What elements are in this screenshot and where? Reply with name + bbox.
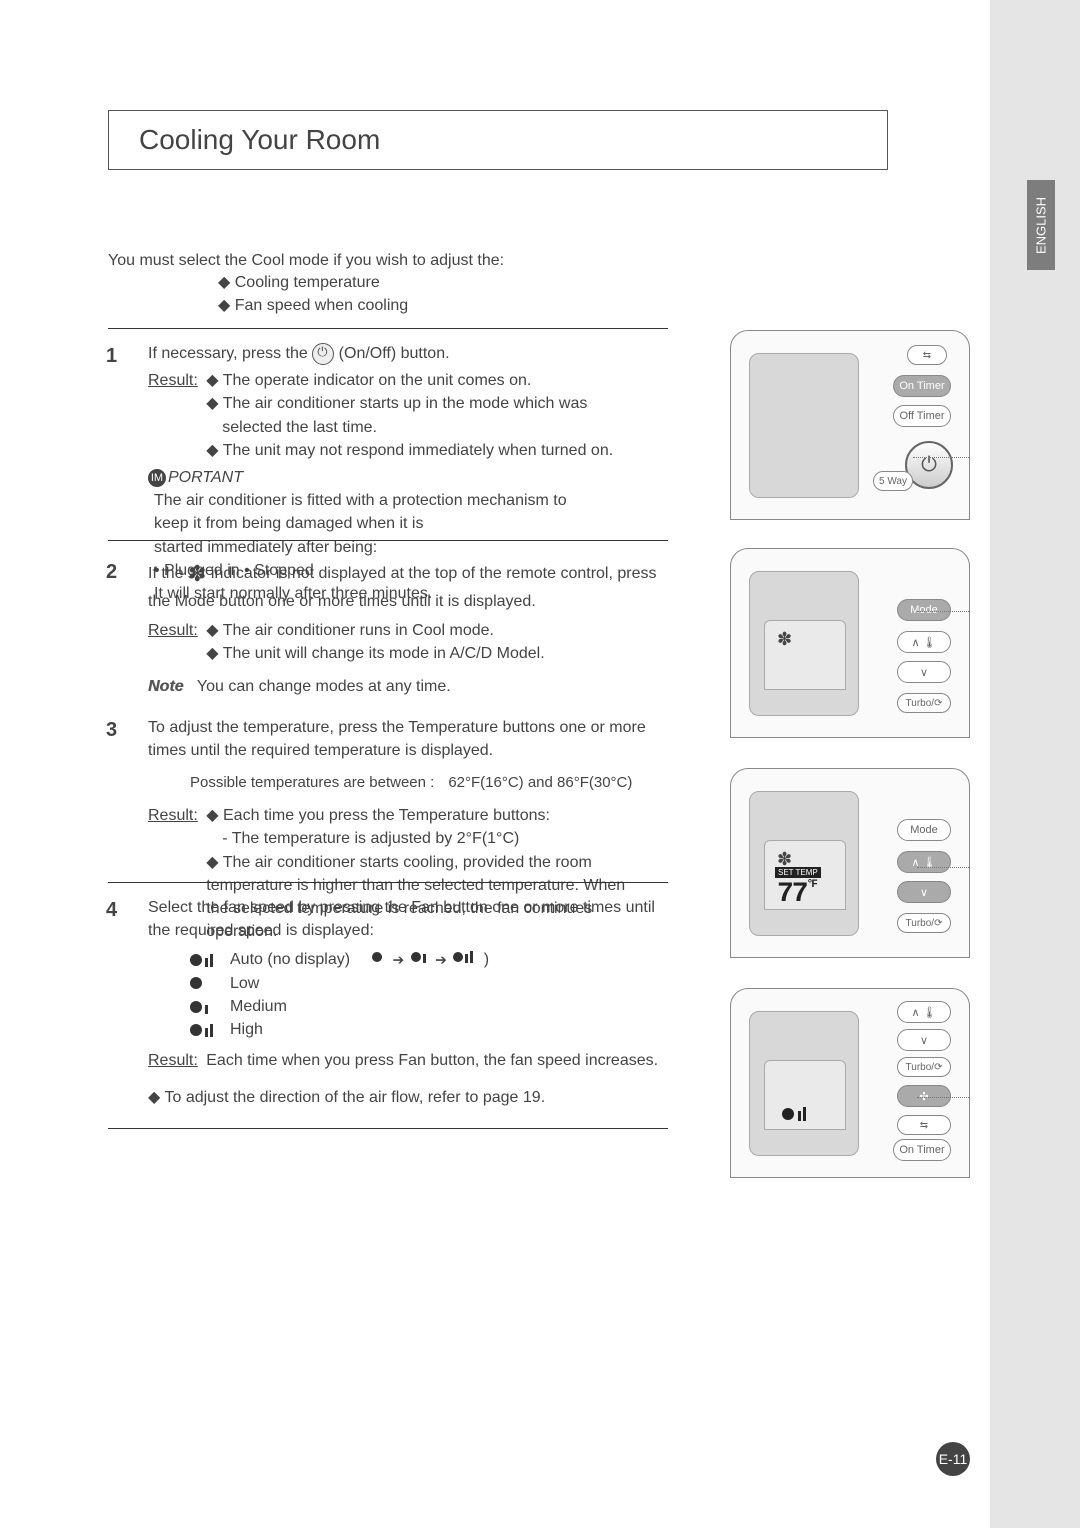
lcd-set-label: SET TEMP — [775, 867, 821, 878]
step-4: 4 Select the fan speed by pressing the F… — [108, 896, 668, 1110]
temp-up-btn: ∧ 🌡 — [897, 1001, 951, 1023]
step-4-number: 4 — [106, 896, 117, 925]
step2-r1: The air conditioner runs in Cool mode. — [223, 622, 494, 639]
page-number: E-11 — [936, 1442, 970, 1476]
temp-up-btn: ∧ 🌡 — [897, 631, 951, 653]
s3r1: Each time you press the Temperature butt… — [223, 807, 550, 824]
step-1-number: 1 — [106, 342, 117, 371]
step2-r2: The unit will change its mode in A/C/D M… — [223, 645, 545, 662]
power-icon — [312, 343, 334, 365]
step2-note: You can change modes at any time. — [197, 678, 451, 695]
fan-icon-auto — [188, 948, 222, 971]
divider — [108, 1128, 668, 1129]
fan-sequence: ➔ ➔ ) — [370, 948, 489, 971]
snowflake-icon: ✽ — [188, 561, 206, 586]
step-1-text-pre: If necessary, press the — [148, 345, 312, 362]
remote-lcd — [749, 353, 859, 498]
imp1: The air conditioner is fitted with a pro… — [154, 489, 584, 535]
intro-bullet-2: ◆ Fan speed when cooling — [218, 295, 504, 317]
step-2: 2 If the ✽ indicator is not displayed at… — [108, 558, 668, 699]
important-label: PORTANT — [168, 466, 243, 489]
fan-icon-med — [188, 995, 222, 1018]
lcd-temp-value: 77°F — [777, 879, 816, 910]
turbo-btn: Turbo/⟳ — [897, 1057, 951, 1077]
remote-lcd — [749, 1011, 859, 1156]
off-timer-btn: Off Timer — [893, 405, 951, 427]
fan-high-label: High — [230, 1018, 263, 1041]
divider — [108, 328, 668, 329]
temp-down-btn: ∨ — [897, 1029, 951, 1051]
remote-figure-2: ✽ Mode ∧ 🌡 ∨ Turbo/⟳ — [730, 548, 970, 738]
divider — [108, 540, 668, 541]
lcd-snow-icon: ✽ — [777, 629, 792, 650]
turbo-btn: Turbo/⟳ — [897, 693, 951, 713]
temp-down-btn: ∨ — [897, 661, 951, 683]
intro-bullet-1: ◆ Cooling temperature — [218, 272, 504, 294]
lcd-fan-icon — [779, 1105, 819, 1128]
temp-down-btn: ∨ — [897, 881, 951, 903]
s3r2: The temperature is adjusted by 2°F(1°C) — [232, 830, 520, 847]
callout-line — [917, 867, 969, 868]
result-label: Result: — [148, 369, 202, 392]
remote-lcd: ✽ — [749, 571, 859, 716]
temp-up-btn: ∧ 🌡 — [897, 851, 951, 873]
result-label: Result: — [148, 619, 202, 642]
fan-med-label: Medium — [230, 995, 287, 1018]
step1-r3: The unit may not respond immediately whe… — [223, 442, 613, 459]
important-icon: IM — [148, 469, 166, 487]
callout-line — [913, 457, 969, 458]
mode-btn: Mode — [897, 819, 951, 841]
intro-block: You must select the Cool mode if you wis… — [108, 250, 504, 317]
step3-text: To adjust the temperature, press the Tem… — [148, 716, 668, 762]
5way-btn: 5 Way — [873, 471, 913, 491]
page-title: Cooling Your Room — [108, 110, 888, 170]
step4-final: To adjust the direction of the air flow,… — [164, 1089, 545, 1106]
step-2-number: 2 — [106, 558, 117, 587]
result-label: Result: — [148, 1049, 202, 1072]
fan-low-label: Low — [230, 972, 259, 995]
step2-t1: If the — [148, 565, 188, 582]
intro-line1: You must select the Cool mode if you wis… — [108, 250, 504, 272]
turbo-btn: Turbo/⟳ — [897, 913, 951, 933]
on-timer-btn: On Timer — [893, 375, 951, 397]
result-label: Result: — [148, 804, 202, 827]
imp2: started immediately after being: — [154, 536, 584, 559]
step1-r1: The operate indicator on the unit comes … — [223, 372, 532, 389]
remote-figure-3: ✽ SET TEMP 77°F Mode ∧ 🌡 ∨ Turbo/⟳ — [730, 768, 970, 958]
temp-range-table: Possible temperatures are between :62°F(… — [188, 768, 646, 798]
fan-icon-low — [188, 972, 222, 995]
note-label: Note — [148, 678, 184, 695]
on-timer-btn: On Timer — [893, 1139, 951, 1161]
step4-result: Each time when you press Fan button, the… — [206, 1052, 658, 1069]
callout-line — [917, 1097, 969, 1098]
swing-btn: ⇆ — [907, 345, 947, 365]
swing-btn: ⇆ — [897, 1115, 951, 1135]
step-3-number: 3 — [106, 716, 117, 745]
fan-btn: ✣ — [897, 1085, 951, 1107]
divider — [108, 882, 668, 883]
step-1-text-post: (On/Off) button. — [339, 345, 450, 362]
language-tab: ENGLISH — [1027, 180, 1055, 270]
callout-line — [917, 611, 969, 612]
fan-icon-high — [188, 1018, 222, 1041]
mode-btn: Mode — [897, 599, 951, 621]
step2-t3: the Mode button one or more times until … — [148, 590, 668, 613]
step2-t2: indicator is not displayed at the top of… — [211, 565, 657, 582]
fan-auto-label: Auto (no display) — [230, 948, 350, 971]
remote-figure-1: ⇆ On Timer Off Timer ⏻ 5 Way — [730, 330, 970, 520]
remote-figure-4: ∧ 🌡 ∨ Turbo/⟳ ✣ ⇆ On Timer — [730, 988, 970, 1178]
step4-text: Select the fan speed by pressing the Fan… — [148, 896, 668, 942]
remote-lcd: ✽ SET TEMP 77°F — [749, 791, 859, 936]
